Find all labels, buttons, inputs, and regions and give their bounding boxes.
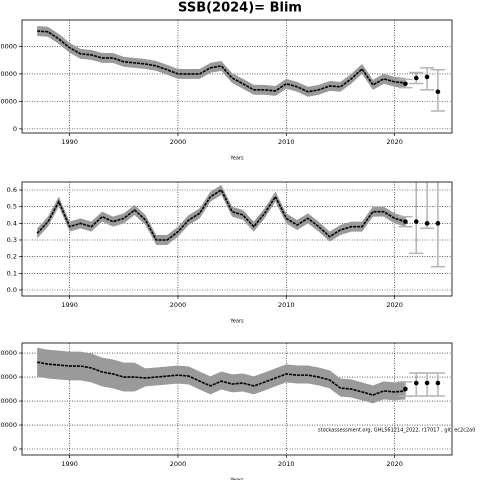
x-axis-label: Years <box>229 478 244 480</box>
x-tick-label: 2020 <box>386 301 403 309</box>
x-axis-label: Years <box>229 156 244 162</box>
y-tick-label: 0.3 <box>7 236 17 244</box>
forecast-point <box>435 221 441 226</box>
x-tick-label: 2020 <box>386 138 403 146</box>
x-tick-label: 1990 <box>61 460 78 468</box>
x-tick-label: 2000 <box>170 301 187 309</box>
forecast-point <box>413 380 419 386</box>
y-tick-label: 0.4 <box>7 219 17 227</box>
x-tick-label: 2000 <box>170 460 187 468</box>
forecast-point <box>403 81 408 87</box>
annotation: stockassessment.org, GHL561214_2022, r17… <box>318 428 475 434</box>
forecast-point <box>424 380 430 386</box>
x-tick-label: 2010 <box>278 138 295 146</box>
forecast-point <box>424 221 430 226</box>
plot-frame <box>21 19 453 134</box>
plot-area <box>22 20 452 133</box>
x-tick-label: 2010 <box>278 460 295 468</box>
y-tick-label: 30000 <box>0 42 17 50</box>
forecast-point <box>413 75 419 81</box>
y-tick-label: 0.6 <box>7 186 17 194</box>
y-tick-label: 10000 <box>0 421 17 429</box>
x-tick-label: 2000 <box>170 138 187 146</box>
forecast-point <box>424 74 430 80</box>
y-tick-label: 0.0 <box>7 286 17 294</box>
confidence-band <box>37 347 406 404</box>
plot-frame <box>21 342 453 456</box>
y-tick-label: 0 <box>13 125 17 133</box>
forecast-point <box>413 219 419 224</box>
estimate-line <box>37 361 406 396</box>
estimate-line <box>36 188 406 241</box>
y-tick-label: 30000 <box>0 373 17 381</box>
x-axis-label: Years <box>229 319 244 325</box>
y-tick-label: 0.5 <box>7 203 17 211</box>
estimate-line <box>37 30 406 93</box>
plot-area <box>22 182 452 296</box>
figure-title: SSB(2024)= Blim <box>178 1 302 16</box>
x-tick-label: 2020 <box>386 460 403 468</box>
confidence-band <box>37 185 406 245</box>
forecast-point <box>403 386 408 392</box>
x-tick-label: 2010 <box>278 301 295 309</box>
y-tick-label: 0.1 <box>7 269 17 277</box>
confidence-band <box>37 26 406 97</box>
plot-area <box>22 343 452 455</box>
y-tick-label: 0.2 <box>7 253 17 261</box>
forecast-point <box>435 89 441 95</box>
y-tick-label: 40000 <box>0 349 17 357</box>
x-tick-label: 1990 <box>61 138 78 146</box>
y-tick-label: 0 <box>13 445 17 453</box>
y-tick-label: 10000 <box>0 97 17 105</box>
x-tick-label: 1990 <box>61 301 78 309</box>
forecast-point <box>403 219 408 224</box>
plot-frame <box>21 181 453 297</box>
forecast-point <box>435 380 441 386</box>
